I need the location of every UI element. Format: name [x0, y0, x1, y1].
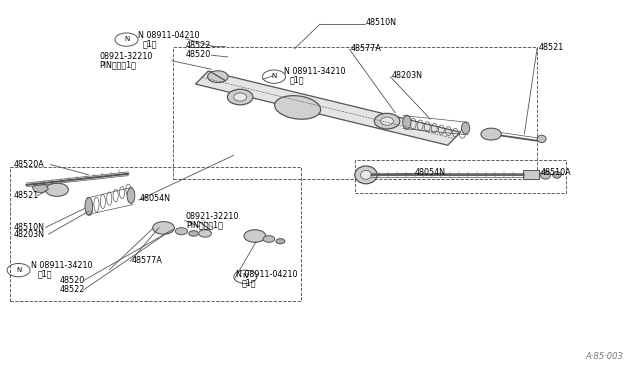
Text: 48203N: 48203N — [392, 71, 422, 80]
Ellipse shape — [189, 231, 198, 236]
Ellipse shape — [85, 198, 93, 215]
Text: N 08911-34210: N 08911-34210 — [31, 261, 93, 270]
Ellipse shape — [360, 170, 371, 179]
Text: N 08911-04210: N 08911-04210 — [236, 270, 297, 279]
Circle shape — [153, 222, 174, 234]
Text: （1）: （1） — [38, 269, 52, 278]
Circle shape — [207, 71, 228, 83]
Circle shape — [481, 128, 501, 140]
FancyBboxPatch shape — [523, 170, 539, 179]
Text: 08921-32210: 08921-32210 — [100, 52, 153, 61]
Circle shape — [45, 183, 68, 196]
Text: 48054N: 48054N — [415, 168, 445, 177]
Text: A·85·003: A·85·003 — [586, 352, 623, 361]
Text: PINビン（1）: PINビン（1） — [186, 220, 223, 229]
Circle shape — [244, 230, 266, 242]
Text: 48577A: 48577A — [351, 44, 381, 52]
Text: PINビン（1）: PINビン（1） — [100, 60, 136, 69]
Ellipse shape — [553, 171, 561, 178]
Ellipse shape — [227, 89, 253, 105]
Text: 08921-32210: 08921-32210 — [186, 212, 239, 221]
Text: （1）: （1） — [290, 75, 305, 84]
Text: 48510N: 48510N — [366, 19, 397, 28]
Ellipse shape — [263, 235, 275, 242]
Text: 48520: 48520 — [60, 276, 84, 285]
Text: N: N — [16, 267, 21, 273]
Text: N: N — [124, 36, 129, 42]
Text: N: N — [243, 273, 248, 279]
Ellipse shape — [374, 113, 400, 129]
Text: N 08911-04210: N 08911-04210 — [138, 31, 200, 40]
Text: 48203N: 48203N — [13, 230, 44, 239]
Circle shape — [198, 230, 211, 237]
Text: 48510N: 48510N — [13, 223, 44, 232]
Text: （1）: （1） — [143, 39, 157, 48]
Ellipse shape — [275, 96, 321, 119]
Text: 48577A: 48577A — [132, 256, 163, 264]
Ellipse shape — [540, 171, 550, 179]
Text: N: N — [271, 73, 276, 79]
Ellipse shape — [381, 117, 394, 125]
Text: 48521: 48521 — [13, 191, 38, 200]
Ellipse shape — [355, 166, 377, 184]
Text: （1）: （1） — [242, 279, 257, 288]
Ellipse shape — [537, 135, 546, 142]
Text: 48510A: 48510A — [540, 168, 571, 177]
Ellipse shape — [127, 188, 135, 203]
Text: 48522: 48522 — [60, 285, 85, 294]
Ellipse shape — [276, 238, 285, 244]
Text: 48520A: 48520A — [13, 160, 44, 169]
Ellipse shape — [461, 122, 470, 134]
Ellipse shape — [175, 228, 188, 235]
Text: N 08911-34210: N 08911-34210 — [284, 67, 346, 76]
Text: 48522: 48522 — [186, 41, 211, 51]
Ellipse shape — [403, 115, 411, 129]
Polygon shape — [195, 71, 461, 145]
Text: 48054N: 48054N — [140, 195, 171, 203]
Ellipse shape — [234, 93, 246, 101]
Text: 48520: 48520 — [186, 50, 211, 59]
Text: 48521: 48521 — [538, 42, 564, 51]
